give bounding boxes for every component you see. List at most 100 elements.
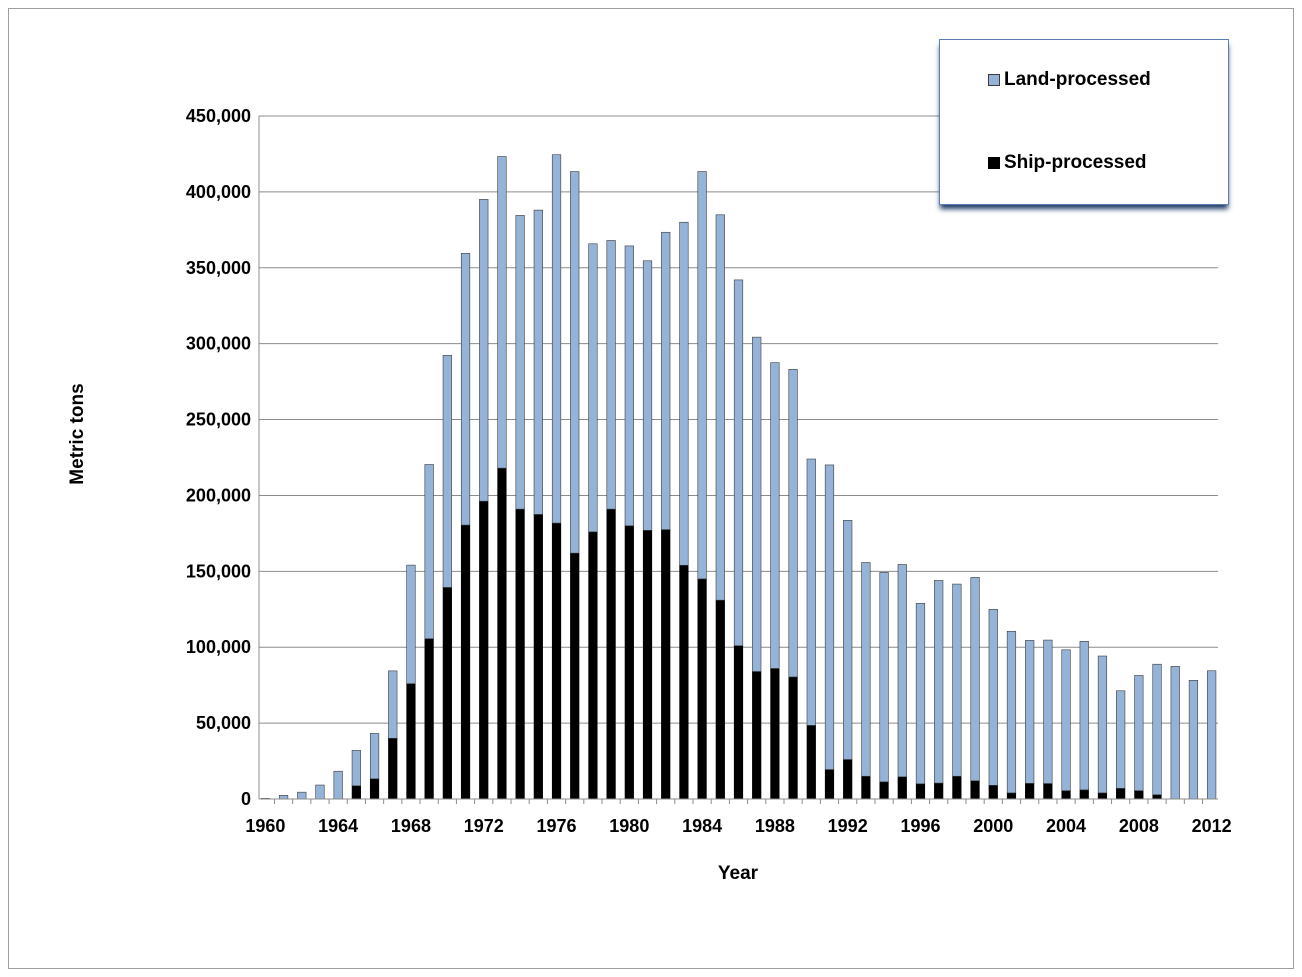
legend-swatch-land-processed [988, 74, 1000, 86]
bar-ship-processed [879, 781, 889, 800]
y-axis-title: Metric tons [67, 383, 88, 484]
bar-land-processed [788, 369, 798, 678]
x-tick-label: 1992 [828, 816, 868, 836]
y-tick-label: 450,000 [186, 106, 251, 126]
bar-ship-processed [915, 783, 926, 800]
stacked-bar-chart: 0 50,000 100,000 150,000 200,000 250,000 300,0… [67, 106, 1232, 884]
y-tick-label: 50,000 [196, 713, 251, 733]
y-tick-label: 100,000 [186, 637, 251, 657]
bar-ship-processed [388, 737, 398, 800]
bar-ship-processed [697, 578, 707, 800]
bar-ship-processed [460, 524, 471, 800]
bar-ship-processed [424, 638, 434, 800]
bar-land-processed [897, 564, 907, 778]
x-tick-label: 2012 [1192, 816, 1232, 836]
bar-ship-processed [369, 778, 380, 800]
bar-ship-processed [479, 500, 489, 800]
bar-ship-processed [970, 780, 980, 800]
legend-swatch-ship-processed [988, 157, 1000, 169]
bar-land-processed [806, 458, 816, 726]
bar-land-processed [333, 770, 343, 800]
bar-land-processed [297, 791, 307, 800]
x-tick-label: 1964 [318, 816, 358, 836]
bar-ship-processed [588, 531, 598, 800]
bar-ship-processed [824, 769, 835, 800]
bar-ship-processed [624, 525, 634, 800]
bar-land-processed [551, 154, 562, 524]
bar-land-processed [1006, 630, 1017, 794]
bar-ship-processed [679, 564, 689, 800]
legend-label-land-processed: Land-processed [1004, 69, 1151, 90]
bar-ship-processed [1134, 790, 1144, 800]
bar-land-processed [278, 795, 289, 800]
bar-land-processed [1207, 670, 1217, 800]
bar-land-processed [497, 156, 507, 469]
bar-ship-processed [1043, 783, 1053, 800]
bar-land-processed [952, 583, 962, 777]
bar-ship-processed [843, 759, 853, 800]
bar-ship-processed [533, 514, 543, 800]
bar-land-processed [970, 577, 980, 782]
bar-ship-processed [988, 785, 998, 800]
x-tick-label: 1980 [609, 816, 649, 836]
bar-land-processed [1134, 675, 1144, 791]
bar-land-processed [915, 603, 926, 785]
y-tick-label: 250,000 [186, 410, 251, 430]
x-tick-label: 2000 [973, 816, 1013, 836]
bar-land-processed [351, 750, 361, 787]
bar-land-processed [1079, 641, 1089, 791]
bar-land-processed [642, 260, 653, 531]
axes [258, 116, 1218, 804]
bar-land-processed [752, 336, 762, 672]
bar-ship-processed [570, 552, 580, 800]
bar-land-processed [533, 209, 543, 515]
bar-land-processed [388, 670, 398, 739]
bar-land-processed [1025, 640, 1035, 784]
bar-ship-processed [770, 668, 780, 800]
bar-land-processed [479, 199, 489, 502]
bar-land-processed [733, 279, 744, 647]
bar-land-processed [1097, 655, 1108, 794]
bar-ship-processed [442, 587, 452, 800]
bar-ship-processed [497, 467, 507, 800]
bar-ship-processed [897, 776, 907, 800]
bar-land-processed [879, 572, 889, 783]
bar-land-processed [424, 464, 434, 640]
bar-ship-processed [806, 725, 816, 800]
bar-ship-processed [406, 683, 416, 800]
bar-land-processed [606, 240, 616, 510]
x-tick-label: 1984 [682, 816, 722, 836]
bar-land-processed [843, 520, 853, 760]
bar-ship-processed [606, 508, 616, 800]
bar-land-processed [988, 608, 998, 786]
legend-item-land-processed: Land-processed [988, 69, 1151, 91]
x-tick-label: 2004 [1046, 816, 1086, 836]
bar-ship-processed [1061, 790, 1071, 800]
bar-land-processed [624, 245, 634, 527]
chart-frame: 0 50,000 100,000 150,000 200,000 250,000 300,0… [8, 8, 1294, 969]
bar-land-processed [515, 215, 525, 510]
bar-land-processed [661, 231, 671, 530]
x-tick-label: 1968 [391, 816, 431, 836]
x-tick-labels: 1960 1964 1968 1972 1976 1980 1984 1988 1992 1996… [245, 816, 1231, 836]
bar-land-processed [770, 362, 780, 669]
bar-land-processed [1170, 666, 1180, 800]
bar-ship-processed [351, 785, 361, 800]
bar-land-processed [861, 562, 871, 777]
bar-ship-processed [733, 645, 744, 800]
y-tick-label: 150,000 [186, 561, 251, 581]
bar-ship-processed [1006, 792, 1017, 800]
bar-ship-processed [515, 508, 525, 800]
bar-ship-processed [861, 775, 871, 800]
bar-land-processed [1043, 639, 1053, 784]
bar-land-processed [442, 355, 452, 588]
bar-ship-processed [788, 676, 798, 800]
bar-land-processed [1188, 680, 1199, 800]
bar-land-processed [1152, 663, 1162, 796]
bar-ship-processed [1079, 789, 1089, 800]
x-tick-label: 1972 [464, 816, 504, 836]
y-tick-label: 200,000 [186, 485, 251, 505]
bar-land-processed [934, 580, 944, 784]
bars [260, 154, 1217, 800]
bar-land-processed [460, 253, 471, 526]
